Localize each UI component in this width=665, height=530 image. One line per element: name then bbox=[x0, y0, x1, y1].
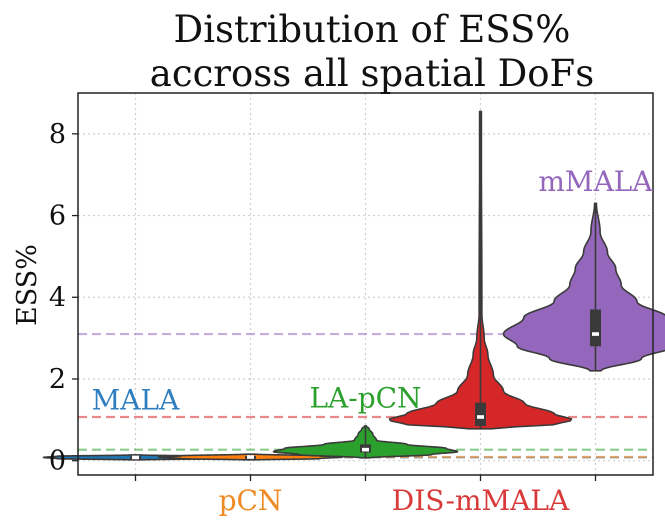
y-axis-label: ESS% bbox=[12, 244, 43, 326]
violin-mmala bbox=[502, 202, 665, 372]
method-label-mmala: mMALA bbox=[538, 165, 653, 198]
median-marker-pcn bbox=[247, 455, 254, 459]
chart-title-line-2: accross all spatial DoFs bbox=[150, 52, 594, 95]
iqr-box-mmala bbox=[590, 309, 601, 347]
y-tick-label: 8 bbox=[49, 119, 66, 150]
iqr-box-dis-mmala bbox=[475, 402, 486, 426]
method-label-dis-mmala: DIS-mMALA bbox=[392, 484, 570, 517]
method-labels: MALA pCN LA-pCN DIS-mMALA mMALA bbox=[92, 165, 654, 517]
y-tick-label: 6 bbox=[49, 201, 66, 232]
chart-title-line-1: Distribution of ESS% bbox=[174, 8, 571, 51]
method-label-mala: MALA bbox=[92, 384, 180, 417]
y-tick-label: 0 bbox=[49, 446, 66, 477]
y-tick-label: 4 bbox=[49, 282, 66, 313]
median-marker-mala bbox=[132, 455, 139, 460]
method-label-pcn: pCN bbox=[219, 484, 283, 517]
y-tick-label: 2 bbox=[49, 364, 66, 395]
median-marker-la-pcn bbox=[362, 447, 369, 452]
ticks: 0 2 4 6 8 bbox=[49, 119, 597, 481]
median-marker-dis-mmala bbox=[477, 415, 484, 419]
method-label-la-pcn: LA-pCN bbox=[309, 382, 421, 415]
median-marker-mmala bbox=[592, 332, 599, 336]
inner-boxes bbox=[130, 111, 601, 461]
